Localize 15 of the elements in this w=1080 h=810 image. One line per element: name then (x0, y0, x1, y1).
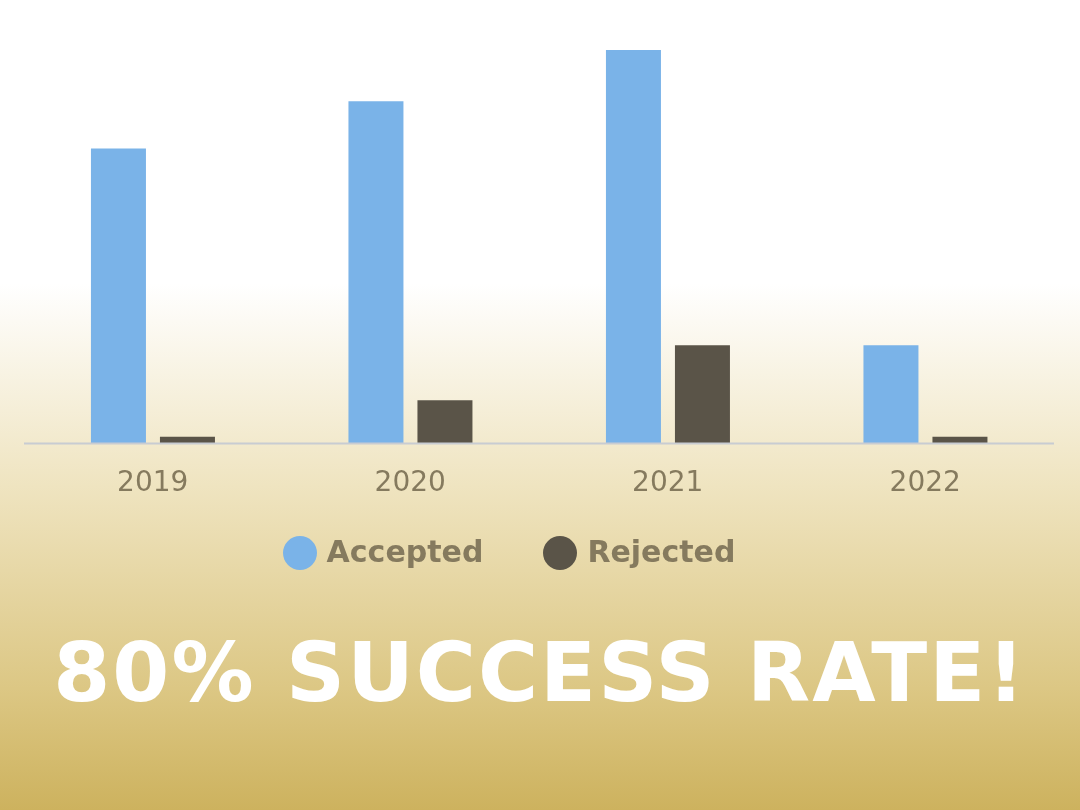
bar (605, 50, 661, 444)
x-tick-label: 2022 (889, 465, 961, 499)
bar (417, 400, 473, 444)
legend-label: Accepted (326, 533, 484, 569)
text: 80% SUCCESS RATE! (52, 625, 1028, 720)
bar (90, 148, 146, 444)
bar (159, 436, 215, 444)
x-tick-label: 2019 (117, 465, 189, 499)
bar (674, 345, 730, 444)
bar (932, 436, 988, 444)
x-tick-label: 2020 (374, 465, 446, 499)
x-tick-label: 2021 (632, 465, 704, 499)
bar (348, 101, 404, 444)
bar (863, 345, 919, 444)
legend-label: Rejected (587, 533, 736, 569)
